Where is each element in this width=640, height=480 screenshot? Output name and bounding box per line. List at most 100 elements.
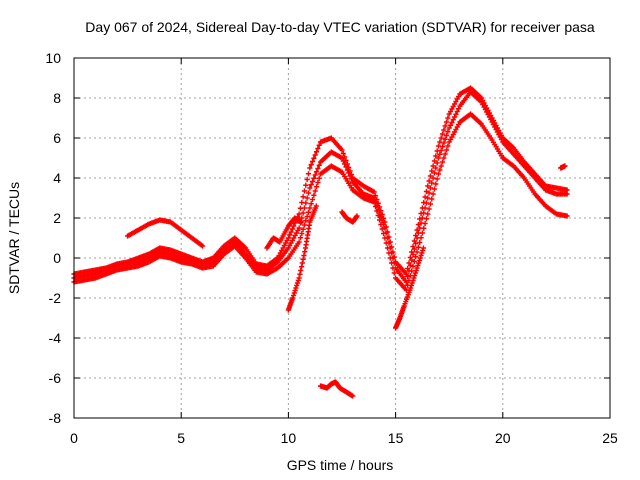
data-point xyxy=(348,171,354,178)
data-point xyxy=(411,275,417,281)
data-point xyxy=(438,163,444,169)
data-point xyxy=(300,194,306,200)
data-point xyxy=(443,119,450,125)
data-point xyxy=(297,235,304,241)
data-point xyxy=(285,235,291,241)
data-point xyxy=(426,190,432,196)
data-point xyxy=(443,132,450,139)
data-point xyxy=(417,255,423,261)
data-point xyxy=(442,136,448,142)
data-point xyxy=(297,205,304,211)
y-tick-label: 10 xyxy=(45,50,61,66)
data-point xyxy=(430,191,436,197)
data-point xyxy=(304,176,310,183)
data-point xyxy=(311,175,317,181)
data-point xyxy=(388,244,395,250)
series-10 xyxy=(558,163,568,171)
data-point xyxy=(433,165,439,171)
data-point xyxy=(307,165,313,171)
data-point xyxy=(296,239,302,245)
data-point xyxy=(445,143,451,149)
data-point xyxy=(409,280,415,286)
data-point xyxy=(415,221,421,228)
data-point xyxy=(313,203,319,209)
data-point xyxy=(313,169,320,175)
data-point xyxy=(384,245,391,251)
y-tick-label: -4 xyxy=(49,330,62,346)
data-point xyxy=(300,226,306,232)
data-point xyxy=(441,155,447,161)
data-point xyxy=(296,211,302,217)
data-point xyxy=(384,229,391,235)
data-point xyxy=(437,151,443,157)
data-point xyxy=(441,127,447,133)
data-point xyxy=(417,239,423,246)
data-point xyxy=(309,178,316,185)
data-point xyxy=(422,194,428,200)
data-point xyxy=(434,148,440,154)
data-point xyxy=(406,260,412,266)
data-point xyxy=(403,279,409,285)
data-point xyxy=(426,178,432,184)
data-point xyxy=(388,260,395,266)
series-9 xyxy=(317,379,356,399)
data-point xyxy=(375,212,381,219)
data-point xyxy=(287,232,293,238)
y-tick-label: 8 xyxy=(53,90,61,106)
data-point xyxy=(378,221,384,228)
data-point xyxy=(410,243,416,250)
data-point xyxy=(383,224,389,230)
data-point xyxy=(295,277,301,284)
data-point xyxy=(413,254,419,260)
data-point xyxy=(309,196,316,203)
data-point xyxy=(294,280,301,286)
data-point xyxy=(291,290,297,296)
x-axis-label: GPS time / hours xyxy=(287,457,394,473)
data-point xyxy=(304,213,310,220)
data-point xyxy=(315,145,321,152)
data-point xyxy=(386,250,392,256)
data-point xyxy=(429,168,435,174)
grid-lines xyxy=(74,58,610,418)
series-8 xyxy=(393,245,427,331)
data-point xyxy=(300,210,306,216)
data-point xyxy=(290,295,296,301)
chart-title: Day 067 of 2024, Sidereal Day-to-day VTE… xyxy=(85,19,595,35)
data-point xyxy=(296,225,302,231)
plot-frame xyxy=(73,57,611,419)
data-point xyxy=(347,168,353,174)
data-point xyxy=(442,151,448,157)
data-point xyxy=(439,144,446,150)
x-tick-label: 15 xyxy=(388,430,404,446)
data-point xyxy=(387,239,393,245)
data-point xyxy=(411,238,417,244)
x-tick-label: 0 xyxy=(70,430,78,446)
data-point xyxy=(391,270,397,276)
data-point xyxy=(301,188,308,194)
data-point xyxy=(447,122,454,128)
data-point xyxy=(442,123,448,129)
data-point xyxy=(433,153,439,159)
data-point xyxy=(316,175,322,181)
data-point xyxy=(408,285,414,291)
axis-ticks xyxy=(73,57,611,419)
data-point xyxy=(431,158,438,164)
data-point xyxy=(294,282,300,289)
data-point xyxy=(446,125,452,131)
data-point xyxy=(435,171,442,177)
data-point xyxy=(299,260,305,266)
data-point xyxy=(445,129,451,135)
data-point xyxy=(379,211,385,218)
data-point xyxy=(413,267,419,274)
data-point xyxy=(300,256,306,262)
data-point xyxy=(415,244,421,250)
data-point xyxy=(414,265,420,271)
data-point xyxy=(316,162,322,168)
data-point xyxy=(439,131,446,137)
data-point xyxy=(339,147,345,153)
data-point xyxy=(379,226,385,232)
data-point xyxy=(297,271,303,277)
data-point xyxy=(312,188,318,194)
data-point xyxy=(302,249,308,255)
data-point xyxy=(305,209,312,215)
